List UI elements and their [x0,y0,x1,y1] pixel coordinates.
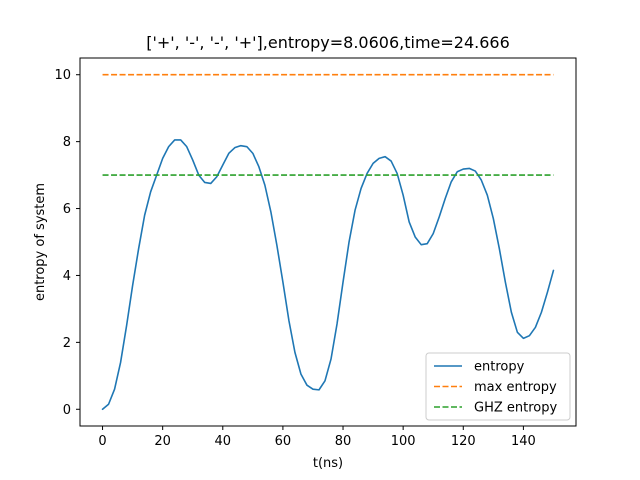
x-tick-label: 60 [275,434,292,449]
x-tick-label: 80 [335,434,352,449]
y-axis: 0 2 4 6 8 10 [54,68,80,418]
y-tick-label: 6 [63,202,71,217]
legend-label: entropy [474,360,525,375]
x-tick-label: 40 [215,434,232,449]
x-tick-label: 100 [391,434,416,449]
x-tick-label: 140 [511,434,536,449]
x-tick-label: 20 [154,434,171,449]
legend-label: max entropy [474,380,557,395]
y-tick-label: 0 [63,403,71,418]
y-tick-label: 8 [63,135,71,150]
plot-lines [101,73,555,411]
y-tick-label: 4 [63,269,71,284]
x-axis-label: t(ns) [313,456,343,471]
y-tick-label: 10 [54,68,71,83]
legend: entropy max entropy GHZ entropy [425,352,571,421]
x-tick-label: 120 [451,434,476,449]
x-tick-label: 0 [98,434,106,449]
y-axis-label: entropy of system [33,183,48,301]
legend-label: GHZ entropy [474,401,557,416]
legend-box [425,352,571,421]
x-axis: 0 20 40 60 80 100 120 140 [98,426,536,449]
axes-frame [79,57,577,427]
chart-title: ['+', '-', '-', '+'],entropy=8.0606,time… [146,33,510,52]
y-tick-label: 2 [63,336,71,351]
